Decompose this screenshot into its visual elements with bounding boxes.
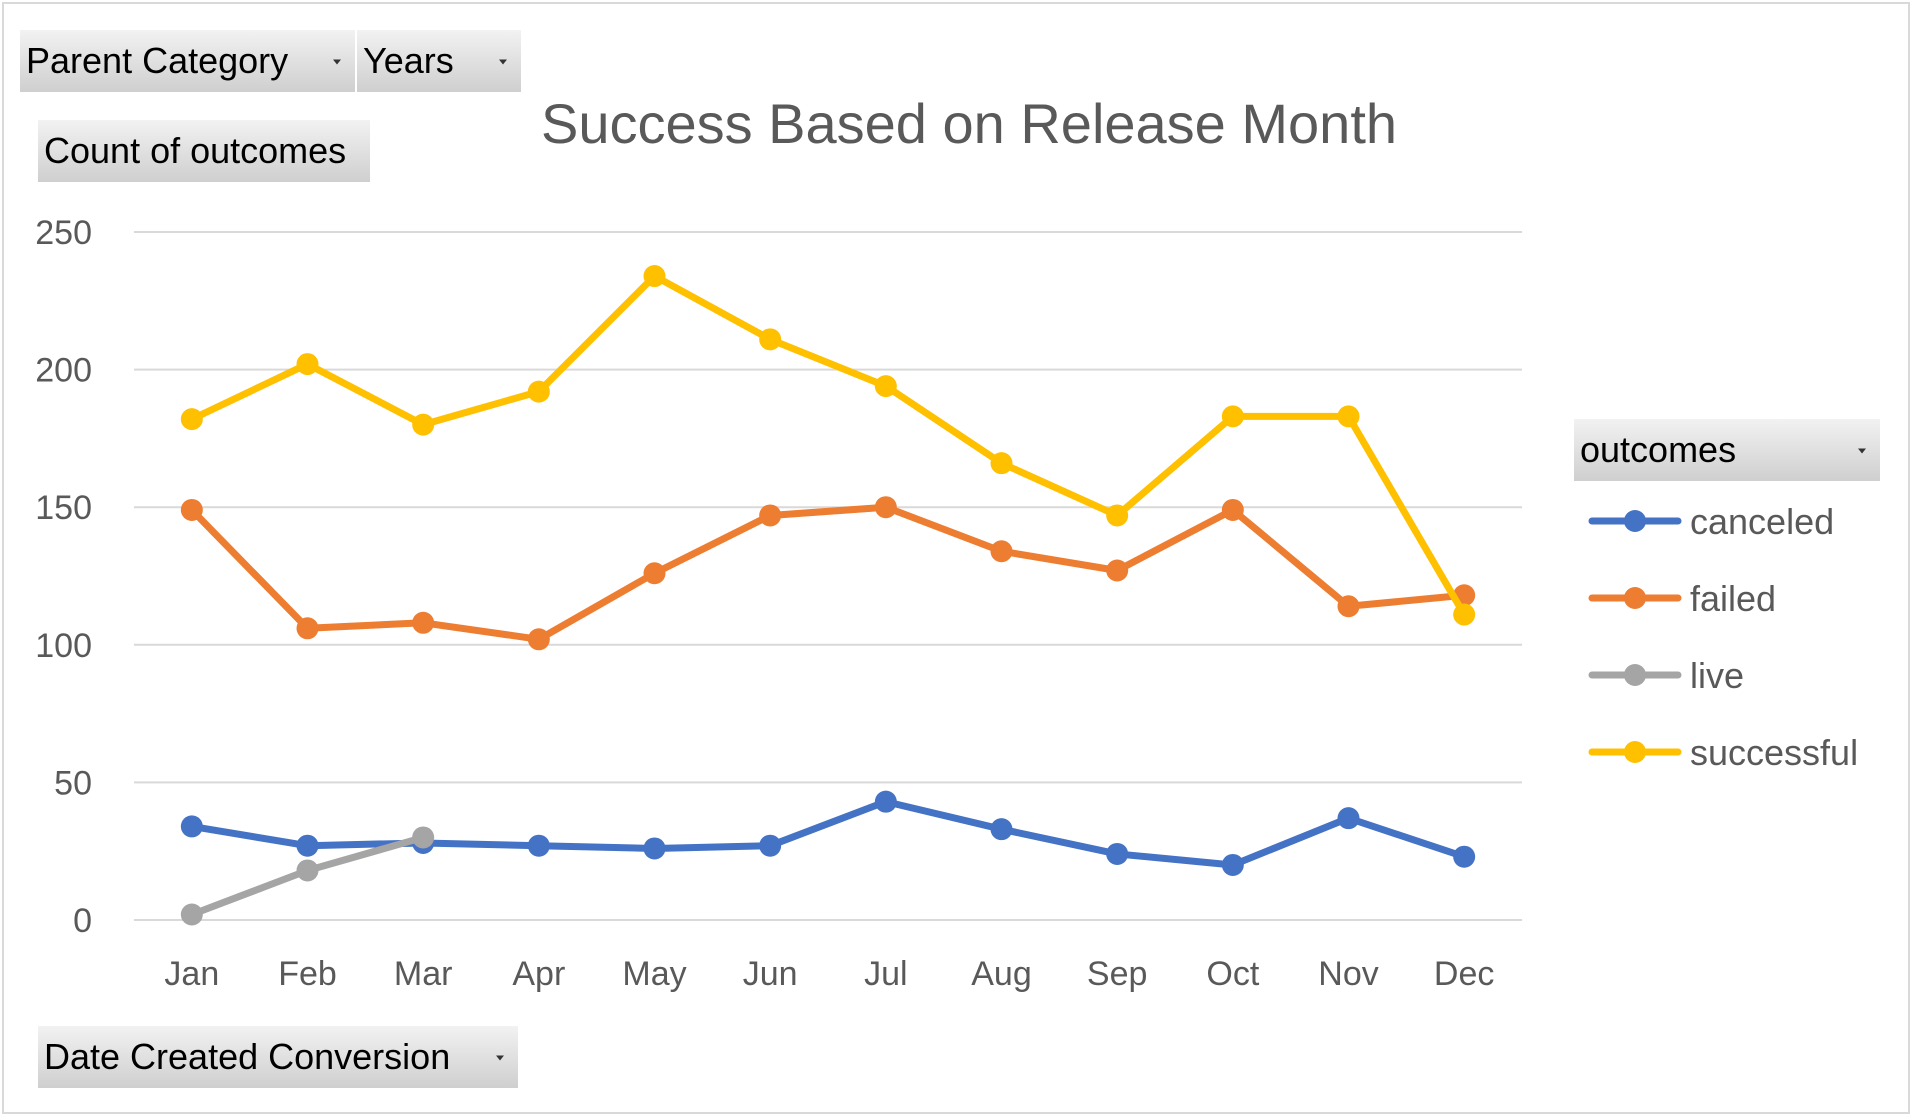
y-tick-label: 200 (35, 352, 92, 390)
x-tick-label: Sep (1087, 955, 1148, 993)
series-successful (180, 265, 1476, 626)
legend-marker-icon (1624, 510, 1646, 532)
y-tick-label: 100 (35, 627, 92, 665)
data-point-failed (1106, 559, 1129, 582)
series-line-canceled (188, 798, 1468, 869)
data-point-successful (1337, 405, 1360, 428)
legend-label: successful (1690, 732, 1858, 773)
y-axis-ticks: 0 50 100 150 200 250 (35, 214, 92, 940)
legend-label: live (1690, 655, 1744, 696)
x-tick-label: May (622, 955, 686, 993)
values-field-button[interactable]: Count of outcomes (38, 120, 370, 182)
legend-field-button[interactable]: outcomes (1574, 419, 1880, 481)
legend-field-label: outcomes (1580, 429, 1737, 470)
x-tick-label: Aug (971, 955, 1032, 993)
data-point-successful (296, 353, 319, 376)
data-point-failed (990, 540, 1013, 563)
data-point-failed (296, 617, 319, 640)
dropdown-arrow-icon (496, 1055, 504, 1061)
series-group (180, 265, 1476, 926)
data-point-canceled (1221, 853, 1244, 876)
x-tick-label: Mar (394, 955, 453, 993)
data-point-canceled (296, 834, 319, 857)
data-point-canceled (643, 837, 666, 860)
data-point-canceled (759, 834, 782, 857)
data-point-successful (180, 408, 203, 431)
data-point-failed (759, 504, 782, 527)
legend-marker-icon (1624, 587, 1646, 609)
dropdown-arrow-icon (333, 59, 341, 65)
parent-category-filter-button[interactable]: Parent Category (20, 30, 355, 92)
legend-item-canceled: canceled (1588, 501, 1834, 542)
data-point-successful (412, 413, 435, 436)
parent-category-label: Parent Category (26, 40, 289, 81)
data-point-successful (1106, 504, 1129, 527)
data-point-live (412, 826, 435, 849)
years-label: Years (363, 40, 454, 81)
legend-item-failed: failed (1588, 578, 1776, 619)
y-tick-label: 250 (35, 214, 92, 252)
dropdown-arrow-icon (1858, 448, 1866, 454)
x-tick-label: Dec (1434, 955, 1494, 993)
series-failed (180, 496, 1476, 651)
legend-label: canceled (1690, 501, 1834, 542)
data-point-live (296, 859, 319, 882)
legend-item-live: live (1588, 655, 1744, 696)
x-tick-label: Nov (1318, 955, 1378, 993)
data-point-failed (527, 628, 550, 651)
x-tick-label: Feb (278, 955, 337, 993)
data-point-canceled (874, 790, 897, 813)
data-point-successful (1221, 405, 1244, 428)
legend: canceled failed live successful (1588, 501, 1858, 773)
y-tick-label: 0 (73, 902, 92, 940)
legend-item-successful: successful (1588, 732, 1858, 773)
series-line-failed (188, 503, 1468, 643)
gridlines (134, 231, 1522, 921)
data-point-successful (759, 328, 782, 351)
data-point-successful (1453, 603, 1476, 626)
x-tick-label: Jun (743, 955, 798, 993)
data-point-failed (874, 496, 897, 519)
data-point-canceled (990, 818, 1013, 841)
data-point-failed (412, 611, 435, 634)
data-point-canceled (180, 815, 203, 838)
values-field-label: Count of outcomes (44, 130, 347, 171)
data-point-failed (1221, 498, 1244, 521)
series-canceled (180, 790, 1476, 876)
data-point-failed (643, 562, 666, 585)
data-point-canceled (527, 834, 550, 857)
y-tick-label: 50 (54, 764, 92, 802)
axis-field-button[interactable]: Date Created Conversion (38, 1026, 518, 1088)
legend-marker-icon (1624, 664, 1646, 686)
x-tick-label: Apr (512, 955, 565, 993)
data-point-canceled (1453, 845, 1476, 868)
x-tick-label: Jul (864, 955, 907, 993)
axis-field-label: Date Created Conversion (44, 1036, 451, 1077)
data-point-canceled (1337, 807, 1360, 830)
legend-label: failed (1690, 578, 1776, 619)
years-filter-button[interactable]: Years (357, 30, 521, 92)
x-axis-ticks: Jan Feb Mar Apr May Jun Jul Aug Sep Oct Nov Dec (164, 955, 1494, 993)
data-point-successful (527, 380, 550, 403)
data-point-successful (990, 452, 1013, 475)
series-live (180, 826, 435, 926)
y-tick-label: 150 (35, 489, 92, 527)
data-point-live (180, 903, 203, 926)
legend-marker-icon (1624, 741, 1646, 763)
x-tick-label: Oct (1206, 955, 1259, 993)
data-point-failed (180, 498, 203, 521)
x-tick-label: Jan (164, 955, 219, 993)
series-line-successful (188, 272, 1468, 619)
chart-title: Success Based on Release Month (541, 92, 1397, 155)
data-point-failed (1337, 595, 1360, 618)
data-point-canceled (1106, 842, 1129, 865)
dropdown-arrow-icon (499, 59, 507, 65)
data-point-successful (643, 265, 666, 288)
data-point-successful (874, 375, 897, 398)
